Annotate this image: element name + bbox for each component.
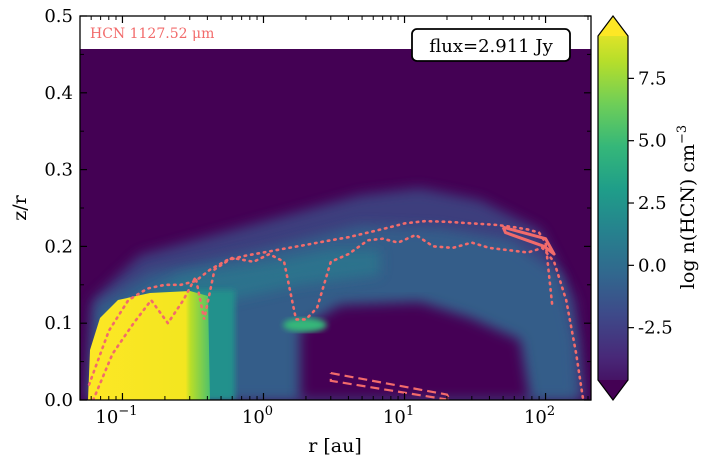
y-axis-title: z/r	[9, 194, 31, 220]
colorbar-outline	[597, 15, 629, 401]
emitting-region-box	[501, 225, 556, 256]
y-tick-label: 0.4	[44, 83, 73, 104]
heatmap-blobs	[86, 188, 585, 400]
colorbar-body	[598, 16, 628, 400]
flux-box: flux=2.911 Jy	[411, 28, 571, 62]
contour-dotted-upper	[87, 219, 554, 386]
heatmap-area	[80, 16, 591, 400]
y-tick-label: 0.3	[44, 160, 73, 181]
line-label: HCN 1127.52 μm	[90, 26, 214, 42]
contour-overlay	[87, 219, 585, 400]
x-tick-label: 10−1	[95, 404, 137, 428]
y-axis-ticks: 0.0 0.1 0.2 0.3 0.4 0.5	[44, 6, 591, 411]
x-tick-exponent: 0	[265, 404, 273, 419]
colorbar-tick-label: 5.0	[638, 131, 667, 152]
y-tick-label: 0.0	[44, 390, 73, 411]
x-axis-title: r [au]	[308, 435, 362, 457]
x-tick-label: 102	[524, 404, 555, 428]
colorbar-title: log n(HCN) cm−3	[675, 125, 699, 289]
midplane-cavity	[300, 302, 530, 400]
flux-label: flux=2.911 Jy	[429, 36, 553, 57]
svg-text:log n(HCN) cm−3: log n(HCN) cm−3	[675, 125, 699, 289]
colorbar-tick-label: -2.5	[638, 318, 673, 339]
x-tick-exponent: −1	[118, 404, 137, 419]
colorbar-top-extend	[598, 16, 628, 36]
x-tick-label: 101	[383, 404, 414, 428]
x-tick-exponent: 2	[547, 404, 555, 419]
colorbar-bottom-extend	[598, 380, 628, 400]
knot-blob	[283, 318, 327, 332]
inner-core	[88, 291, 210, 400]
colorbar-tick-label: 2.5	[638, 193, 667, 214]
colorbar: 7.5 5.0 2.5 0.0 -2.5 log n(HCN) cm−3	[597, 15, 699, 401]
colorbar-label-exponent: −3	[675, 125, 690, 144]
contour-dotted-lower	[91, 233, 585, 400]
xlabel: r [au]	[308, 435, 362, 457]
y-tick-label: 0.5	[44, 6, 73, 27]
colorbar-ticks: 7.5 5.0 2.5 0.0 -2.5	[628, 68, 673, 339]
y-tick-label: 0.1	[44, 313, 73, 334]
y-tick-label: 0.2	[44, 236, 73, 257]
colorbar-label: log n(HCN) cm	[677, 144, 699, 289]
ylabel: z/r	[9, 194, 31, 220]
x-tick-label: 100	[242, 404, 273, 428]
colorbar-tick-label: 7.5	[638, 68, 667, 89]
dashed-region-box	[329, 372, 452, 400]
colorbar-tick-label: 0.0	[638, 255, 667, 276]
x-axis-ticks: 10−1 100 101 102	[90, 16, 589, 428]
x-tick-exponent: 1	[406, 404, 414, 419]
